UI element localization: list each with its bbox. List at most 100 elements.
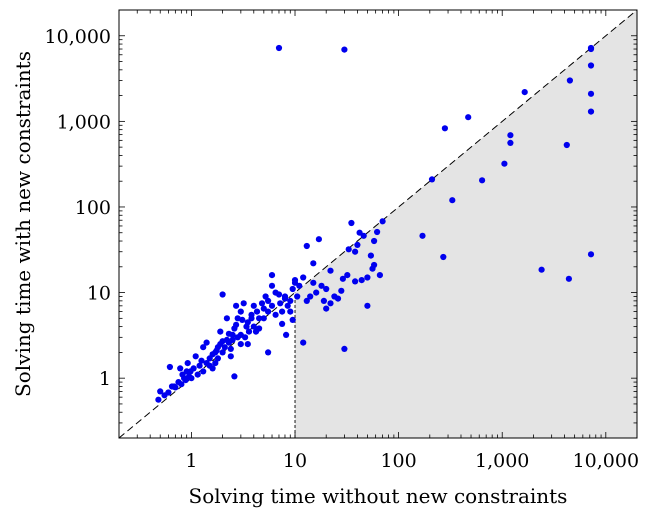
data-point (279, 308, 286, 315)
data-point (376, 272, 383, 279)
data-point (338, 287, 345, 294)
data-point (563, 141, 570, 149)
data-point (364, 274, 371, 281)
y-tick-label: 1 (99, 368, 111, 390)
data-point (479, 177, 486, 184)
data-point (289, 285, 296, 293)
data-point (374, 228, 381, 236)
data-point (233, 321, 240, 328)
data-point (587, 45, 595, 53)
data-point (310, 279, 317, 286)
data-point (260, 305, 267, 312)
data-point (245, 328, 253, 335)
x-tick-label: 1 (185, 450, 197, 472)
data-point (206, 355, 213, 362)
data-point (272, 289, 279, 296)
data-point (354, 241, 361, 248)
data-point (212, 360, 219, 367)
y-tick-label: 100 (75, 197, 111, 219)
data-point (565, 275, 573, 282)
data-point (265, 308, 272, 315)
data-point (300, 339, 307, 346)
data-point (587, 251, 595, 258)
data-point (348, 219, 355, 227)
data-point (352, 248, 359, 255)
data-point (272, 311, 279, 318)
shaded-region-layer (294, 10, 637, 438)
data-point (291, 279, 299, 286)
data-point (256, 315, 263, 322)
data-point (300, 274, 307, 281)
data-point (237, 308, 244, 315)
data-point (507, 139, 514, 146)
data-point (175, 379, 182, 386)
data-point (334, 295, 342, 302)
data-point (214, 355, 221, 362)
data-point (200, 368, 207, 375)
data-point (371, 261, 378, 269)
data-point (364, 302, 371, 309)
data-point (538, 266, 545, 273)
data-point (192, 353, 199, 360)
data-point (277, 300, 284, 307)
data-point (248, 315, 255, 322)
data-point (587, 90, 595, 97)
data-point (419, 232, 426, 239)
data-point (440, 253, 447, 261)
data-point (379, 218, 386, 225)
data-point (250, 323, 257, 330)
x-axis-title: Solving time without new constraints (189, 484, 568, 508)
plot-frame (118, 9, 638, 439)
data-point (281, 295, 289, 302)
data-point (313, 289, 320, 296)
data-point (203, 360, 210, 367)
data-point (367, 252, 374, 259)
data-point (203, 339, 210, 346)
data-point (341, 345, 348, 352)
data-point (310, 260, 317, 267)
data-point (227, 345, 234, 352)
data-point (260, 315, 267, 322)
data-point (256, 325, 263, 332)
data-point (262, 293, 269, 300)
data-point (221, 344, 228, 351)
points-layer (155, 44, 595, 403)
data-point (161, 392, 168, 399)
data-point (258, 300, 266, 307)
data-point (217, 341, 224, 348)
data-point (323, 305, 330, 312)
data-point (352, 278, 359, 285)
data-point (194, 371, 201, 378)
data-point (315, 236, 322, 243)
data-point (268, 302, 276, 309)
data-point (253, 308, 261, 315)
y-tick-labels: 1 10 100 1,000 10,000 (45, 26, 111, 390)
data-point (303, 297, 310, 304)
data-point (428, 176, 436, 183)
data-point (303, 242, 310, 250)
data-point (344, 272, 351, 279)
data-point (177, 365, 184, 372)
data-point (231, 373, 238, 380)
data-point (168, 383, 176, 390)
data-point (183, 368, 190, 375)
data-point (284, 302, 291, 309)
diagonal-layer (118, 9, 638, 439)
data-point (323, 285, 330, 293)
data-point (360, 232, 367, 239)
data-point (225, 339, 232, 346)
data-point (275, 44, 283, 52)
ticks-layer (118, 9, 638, 439)
diagonal-line (118, 9, 638, 439)
data-point (294, 293, 301, 300)
x-tick-label: 100 (380, 450, 416, 472)
data-point (239, 316, 246, 323)
data-point (587, 62, 595, 69)
shaded-region (295, 10, 637, 438)
data-point (244, 341, 251, 348)
data-point (250, 302, 257, 309)
data-point (283, 331, 290, 338)
data-point (196, 362, 203, 369)
data-point (268, 282, 276, 289)
